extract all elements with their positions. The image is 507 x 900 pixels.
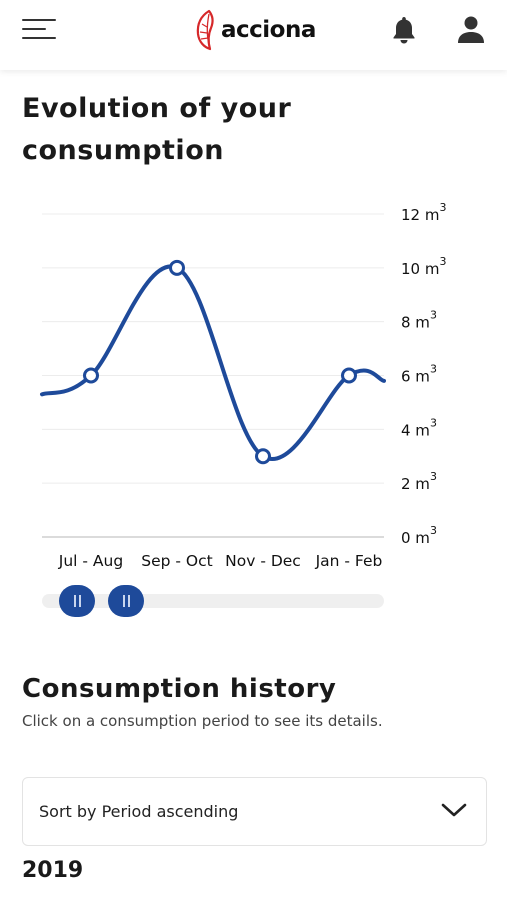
evolution-title: Evolution of your consumption bbox=[22, 93, 292, 166]
x-tick-label: Jul - Aug bbox=[58, 552, 123, 570]
data-point bbox=[341, 367, 357, 384]
y-tick-label: 0 m3 bbox=[401, 524, 437, 547]
bell-icon[interactable] bbox=[388, 14, 420, 46]
range-slider-start-handle[interactable] bbox=[59, 585, 95, 617]
y-tick-label: 8 m3 bbox=[401, 309, 437, 332]
x-tick-label: Jan - Feb bbox=[315, 552, 383, 570]
user-icon[interactable] bbox=[456, 15, 486, 45]
consumption-chart: 0 m3 2 m3 4 m3 6 m3 8 m3 10 m3 12 m3 Jul - Aug S… bbox=[40, 201, 446, 570]
brand-logo[interactable]: acciona bbox=[193, 8, 316, 52]
sort-select-value: Sort by Period ascending bbox=[39, 802, 239, 821]
sort-select[interactable]: Sort by Period ascending bbox=[22, 777, 487, 846]
x-tick-label: Nov - Dec bbox=[225, 552, 301, 570]
x-tick-label: Sep - Oct bbox=[141, 552, 212, 570]
brand-name: acciona bbox=[221, 17, 316, 43]
app-header: acciona bbox=[0, 0, 507, 70]
data-point bbox=[169, 259, 185, 276]
leaf-logo-icon bbox=[196, 9, 214, 51]
range-slider-end-handle[interactable] bbox=[108, 585, 144, 617]
y-tick-label: 2 m3 bbox=[401, 470, 437, 493]
history-subtitle: Click on a consumption period to see its… bbox=[22, 712, 383, 730]
data-point bbox=[255, 448, 271, 465]
menu-icon[interactable] bbox=[22, 17, 58, 41]
y-tick-label: 12 m3 bbox=[401, 201, 446, 224]
data-point bbox=[83, 367, 99, 384]
y-tick-label: 6 m3 bbox=[401, 363, 437, 386]
y-tick-label: 10 m3 bbox=[401, 255, 446, 278]
series-line bbox=[40, 264, 386, 461]
y-tick-label: 4 m3 bbox=[401, 416, 437, 439]
chevron-down-icon bbox=[441, 803, 467, 817]
history-title: Consumption history bbox=[22, 674, 337, 704]
year-heading: 2019 bbox=[22, 858, 84, 883]
